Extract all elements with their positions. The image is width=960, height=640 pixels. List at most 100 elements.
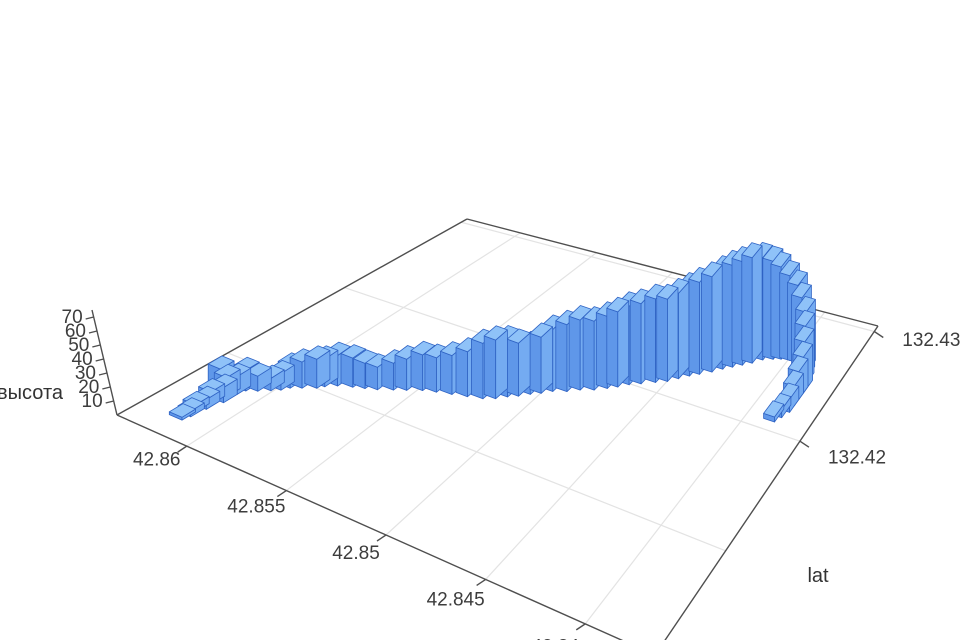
bar-face — [667, 287, 679, 382]
bar-face — [506, 328, 531, 344]
bar-face — [606, 307, 619, 388]
bar-face — [678, 281, 690, 380]
lon-tick-label: 132.43 — [902, 330, 960, 351]
grid-line — [799, 440, 810, 448]
bar-face — [529, 322, 553, 338]
z-tick-label: 30 — [75, 363, 96, 384]
bar-face — [540, 326, 553, 394]
grid-line — [85, 316, 94, 320]
bar-face — [629, 299, 642, 385]
bar-face — [595, 312, 608, 389]
bar-face — [741, 254, 753, 364]
bar-face — [763, 400, 785, 418]
bar-face — [495, 329, 508, 400]
grid-line — [102, 386, 111, 390]
grid-line — [88, 330, 98, 334]
bar-face — [394, 354, 408, 391]
bar-face — [381, 358, 394, 391]
bar-column — [763, 400, 785, 423]
bar-face — [568, 315, 581, 391]
bar-face — [582, 316, 595, 391]
grid-line — [186, 232, 521, 447]
z-tick-label: 60 — [65, 321, 86, 342]
bar-face — [304, 345, 331, 360]
lat-tick-label: 42.84 — [531, 636, 579, 640]
bar-column — [168, 403, 197, 421]
bar-face — [455, 347, 468, 398]
z-tick-label: 10 — [82, 391, 103, 412]
bar-column — [483, 325, 508, 400]
bar-face — [470, 338, 484, 400]
grid-line — [376, 534, 387, 542]
grid-line — [584, 311, 826, 625]
bar-face — [794, 309, 816, 327]
grid-line — [276, 489, 287, 498]
bar-face — [483, 335, 497, 400]
bar-face — [213, 363, 241, 379]
bar-column — [304, 345, 331, 389]
bar-face — [791, 281, 812, 299]
lat-tick-label: 42.86 — [133, 450, 181, 471]
bar-face — [792, 340, 813, 358]
z-axis-title: высота — [0, 382, 64, 404]
bar-face — [410, 350, 424, 392]
z-tick-label: 40 — [72, 349, 93, 370]
bar-face — [656, 295, 668, 382]
bar-face — [644, 294, 656, 383]
bar-face — [340, 353, 354, 388]
grid-line — [98, 372, 108, 376]
grid-line — [873, 330, 884, 339]
bar-face — [701, 272, 713, 373]
bar-face — [168, 403, 197, 418]
grid-line — [116, 414, 624, 640]
bar-face — [711, 264, 723, 373]
bar-face — [207, 355, 235, 370]
grid-line — [91, 309, 118, 416]
bar-face — [529, 332, 542, 394]
bar-face — [721, 261, 733, 368]
bar-face — [506, 338, 519, 397]
bar-face — [606, 296, 630, 313]
bar-column — [741, 242, 763, 364]
bar-face — [741, 242, 763, 259]
grid-line — [116, 218, 468, 416]
grid-line — [664, 325, 879, 640]
z-tick-label: 70 — [62, 307, 83, 328]
grid-line — [575, 623, 586, 631]
bar-face — [701, 261, 723, 278]
bar-face — [483, 325, 508, 341]
bar-face — [656, 283, 679, 300]
bar-face — [787, 355, 809, 373]
bar-column — [656, 283, 679, 382]
bar-column — [506, 328, 531, 397]
bar-face — [688, 278, 700, 375]
bar-face — [352, 358, 366, 390]
lon-tick-label: 132.42 — [828, 448, 886, 469]
grid-line — [92, 344, 101, 348]
bar-face — [304, 354, 318, 389]
bar-face — [340, 344, 367, 359]
bar-face — [793, 325, 815, 343]
bar-face — [617, 300, 630, 388]
bar-column — [606, 296, 630, 388]
bar-face — [555, 320, 568, 393]
bar-face — [795, 295, 816, 313]
bar-face — [787, 269, 808, 286]
bar-face — [731, 257, 743, 366]
lat-tick-label: 42.855 — [227, 496, 285, 517]
z-tick-label: 50 — [68, 335, 89, 356]
grid-line — [95, 358, 104, 362]
bar-face — [424, 353, 437, 393]
lat-tick-label: 42.85 — [332, 543, 380, 564]
bar-face — [751, 245, 763, 364]
bars — [168, 241, 816, 423]
bar-column — [701, 261, 723, 373]
bar-face — [518, 332, 531, 397]
lat-tick-label: 42.845 — [427, 590, 485, 611]
lon-axis-title: lat — [807, 565, 829, 587]
bar-face — [770, 251, 792, 268]
grid-line — [476, 578, 487, 587]
